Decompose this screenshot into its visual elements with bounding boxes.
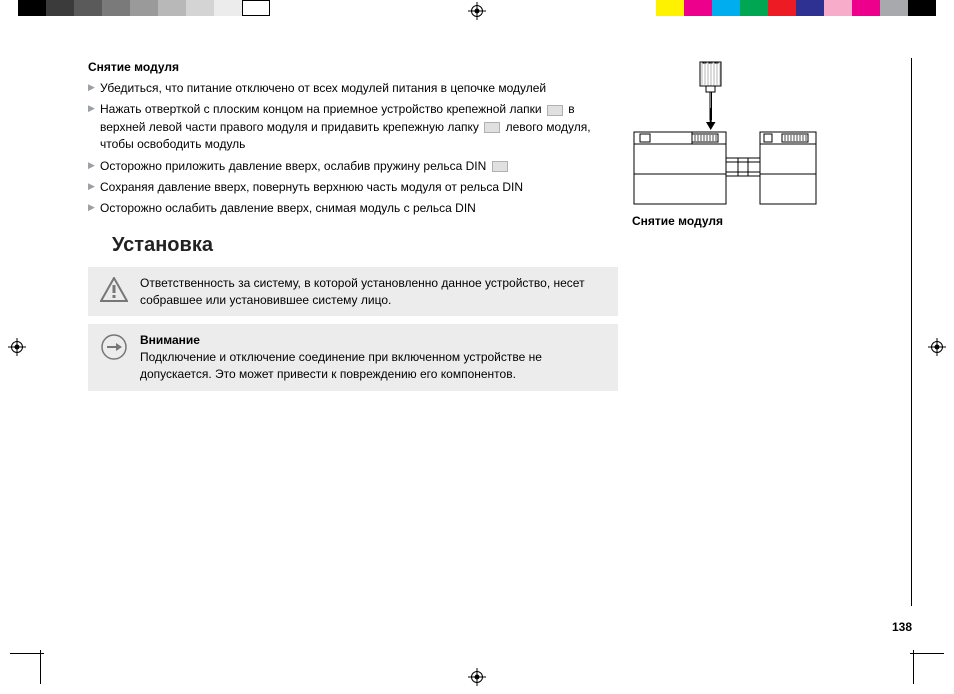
page-number: 138 xyxy=(892,620,912,634)
main-column: Снятие модуля Убедиться, что питание отк… xyxy=(88,60,618,399)
figure-column: Снятие модуля xyxy=(632,60,892,228)
figure-caption: Снятие модуля xyxy=(632,214,892,228)
print-color-bar-right xyxy=(656,0,936,16)
registration-mark-bottom xyxy=(468,668,486,686)
install-heading: Установка xyxy=(112,234,618,257)
removal-step: Нажать отверткой с плоским концом на при… xyxy=(88,101,618,153)
removal-steps-list: Убедиться, что питание отключено от всех… xyxy=(88,80,618,218)
removal-step: Осторожно приложить давление вверх, осла… xyxy=(88,158,618,175)
warning-icon xyxy=(98,277,130,303)
warning-note: Ответственность за систему, в которой ус… xyxy=(88,267,618,317)
attention-text: Внимание Подключение и отключение соедин… xyxy=(140,332,608,382)
crop-mark-bl xyxy=(10,624,70,684)
removal-step: Убедиться, что питание отключено от всех… xyxy=(88,80,618,97)
warning-text: Ответственность за систему, в которой ус… xyxy=(140,275,608,309)
page-content: Снятие модуля Убедиться, что питание отк… xyxy=(88,60,892,399)
callout-tag xyxy=(547,105,563,116)
registration-mark-left xyxy=(8,338,26,356)
attention-title: Внимание xyxy=(140,332,608,349)
removal-heading: Снятие модуля xyxy=(88,60,618,74)
registration-mark-top xyxy=(468,2,486,20)
page-right-rule xyxy=(911,58,912,606)
attention-icon xyxy=(98,334,130,360)
removal-step: Осторожно ослабить давление вверх, снима… xyxy=(88,200,618,217)
attention-body: Подключение и отключение соединение при … xyxy=(140,350,542,381)
callout-tag xyxy=(492,161,508,172)
registration-mark-right xyxy=(928,338,946,356)
removal-step: Сохраняя давление вверх, повернуть верхн… xyxy=(88,179,618,196)
callout-tag xyxy=(484,122,500,133)
attention-note: Внимание Подключение и отключение соедин… xyxy=(88,324,618,390)
print-color-bar-left xyxy=(18,0,270,16)
removal-figure xyxy=(632,60,892,208)
